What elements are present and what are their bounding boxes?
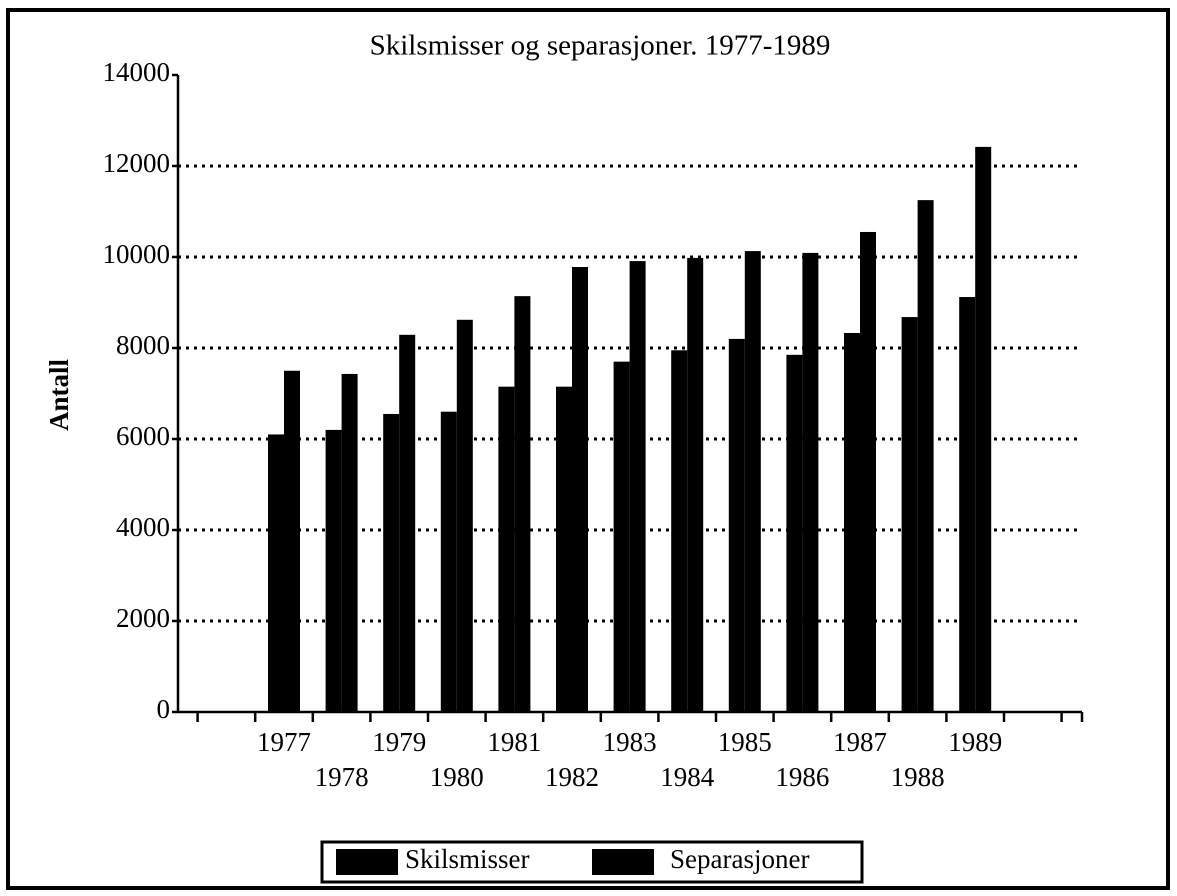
bar [975,146,992,712]
bar [514,296,531,712]
bar [268,434,284,712]
x-tick-label: 1984 [660,762,715,792]
bar [802,252,819,712]
bar [456,319,473,712]
bar [556,386,572,712]
legend-label: Separasjoner [670,844,809,874]
bar [399,334,416,712]
bar [498,386,515,712]
bar [744,251,761,712]
y-tick-label: 0 [157,694,171,724]
y-tick-label: 8000 [116,330,170,360]
bar [728,338,745,712]
x-tick-label: 1987 [833,727,887,757]
x-tick-label: 1989 [948,727,1002,757]
x-tick-label: 1981 [487,727,541,757]
x-tick-label: 1978 [315,762,369,792]
bar [613,361,630,712]
bar [341,373,358,712]
bar [671,350,688,712]
chart-title: Skilsmisser og separasjoner. 1977-1989 [370,30,831,62]
x-tick-label: 1979 [372,727,426,757]
bar [844,332,860,712]
bar [959,297,976,712]
bar [786,354,803,712]
x-tick-label: 1985 [718,727,772,757]
bar [917,200,934,712]
x-tick-label: 1982 [545,762,599,792]
x-tick-label: 1980 [430,762,484,792]
y-tick-label: 12000 [103,148,171,178]
bar [284,370,300,712]
legend-label: Skilsmisser [405,844,530,874]
bar [383,413,400,712]
y-axis-label: Antall [44,359,74,432]
bar [860,231,876,712]
legend-swatch [592,849,654,875]
y-tick-label: 4000 [116,512,170,542]
legend [320,840,864,884]
frame [6,8,1170,890]
bar [687,257,704,712]
y-tick-label: 2000 [116,603,170,633]
legend-swatch [336,849,398,875]
bar [629,261,646,712]
x-tick-label: 1986 [775,762,829,792]
y-tick-label: 6000 [116,421,170,451]
x-tick-label: 1983 [603,727,657,757]
x-tick-label: 1988 [891,762,945,792]
bar [572,267,588,712]
bar [901,317,918,712]
x-tick-label: 1977 [257,727,311,757]
y-tick-label: 14000 [103,57,171,87]
bar [440,411,457,712]
bar [325,429,342,712]
y-tick-label: 10000 [103,239,171,269]
